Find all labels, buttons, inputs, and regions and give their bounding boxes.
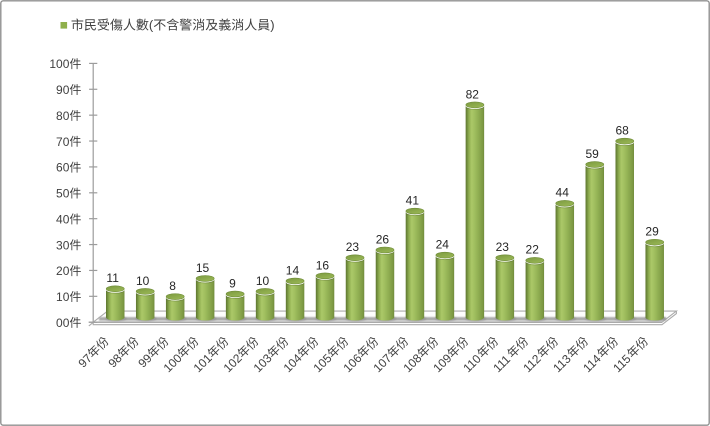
svg-text:40: 40 [56,212,70,226]
svg-text:68: 68 [615,124,629,138]
svg-text:10: 10 [136,274,150,288]
svg-text:26: 26 [376,232,390,246]
svg-text:50: 50 [56,187,70,201]
svg-text:9: 9 [229,276,236,290]
svg-text:14: 14 [286,263,300,277]
svg-text:41: 41 [406,194,420,208]
svg-text:22: 22 [526,243,540,257]
svg-text:80: 80 [56,109,70,123]
svg-text:23: 23 [346,240,360,254]
svg-text:24: 24 [436,238,450,252]
svg-text:70: 70 [56,135,70,149]
svg-text:44: 44 [556,186,570,200]
svg-text:100: 100 [49,57,69,71]
svg-text:20: 20 [56,264,70,278]
svg-text:10: 10 [56,290,70,304]
svg-text:30: 30 [56,238,70,252]
svg-text:29: 29 [645,225,659,239]
svg-text:82: 82 [466,87,480,101]
svg-text:): ) [270,18,274,33]
svg-text:10: 10 [256,274,270,288]
svg-text:11: 11 [106,271,119,285]
svg-text:00: 00 [56,316,70,330]
svg-text:90: 90 [56,83,70,97]
svg-text:59: 59 [585,147,599,161]
svg-text:16: 16 [316,258,330,272]
svg-text:60: 60 [56,161,70,175]
svg-text:23: 23 [496,240,510,254]
svg-text:15: 15 [196,261,210,275]
svg-text:(: ( [149,18,154,33]
svg-text:8: 8 [169,279,176,293]
